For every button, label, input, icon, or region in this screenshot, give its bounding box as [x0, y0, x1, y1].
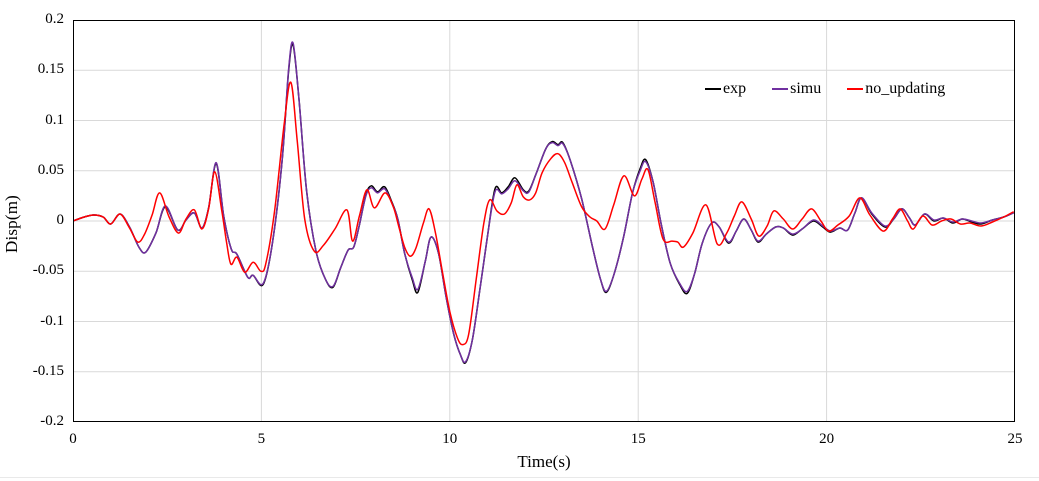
- window-bottom-edge: [0, 477, 1039, 478]
- x-tick-label: 0: [69, 431, 77, 447]
- chart-canvas: [73, 20, 1015, 422]
- y-tick-label: -0.05: [32, 262, 64, 279]
- plot-border: [73, 20, 1015, 422]
- plot-area: [73, 20, 1015, 422]
- x-tick-label: 25: [1007, 431, 1023, 447]
- y-tick-label: 0.2: [45, 11, 64, 27]
- legend: exp simu no_updating: [705, 80, 945, 98]
- x-tick-label: 10: [442, 431, 458, 447]
- x-tick-label: 5: [257, 431, 266, 447]
- series-line-simu: [73, 41, 1014, 364]
- legend-label: exp: [723, 80, 747, 97]
- series-line-no_updating: [73, 81, 1014, 346]
- legend-label: no_updating: [865, 80, 946, 97]
- legend-item-simu: simu: [772, 80, 821, 98]
- x-tick-label: 20: [819, 431, 835, 447]
- legend-item-no_updating: no_updating: [847, 80, 945, 98]
- y-tick-label: 0.05: [37, 161, 64, 178]
- legend-line-swatch: [847, 88, 864, 90]
- x-axis-title: Time(s): [517, 452, 571, 471]
- legend-label: simu: [790, 80, 822, 97]
- y-tick-label: 0: [56, 212, 65, 228]
- y-tick-label: -0.1: [40, 312, 64, 329]
- y-tick-label: -0.15: [32, 362, 64, 379]
- x-tick-label: 15: [630, 431, 646, 447]
- legend-line-swatch: [772, 88, 789, 90]
- y-tick-label: 0.15: [37, 61, 64, 78]
- y-tick-label: -0.2: [40, 413, 64, 429]
- legend-line-swatch: [705, 88, 721, 90]
- legend-item-exp: exp: [705, 80, 746, 98]
- y-tick-label: 0.1: [45, 111, 64, 128]
